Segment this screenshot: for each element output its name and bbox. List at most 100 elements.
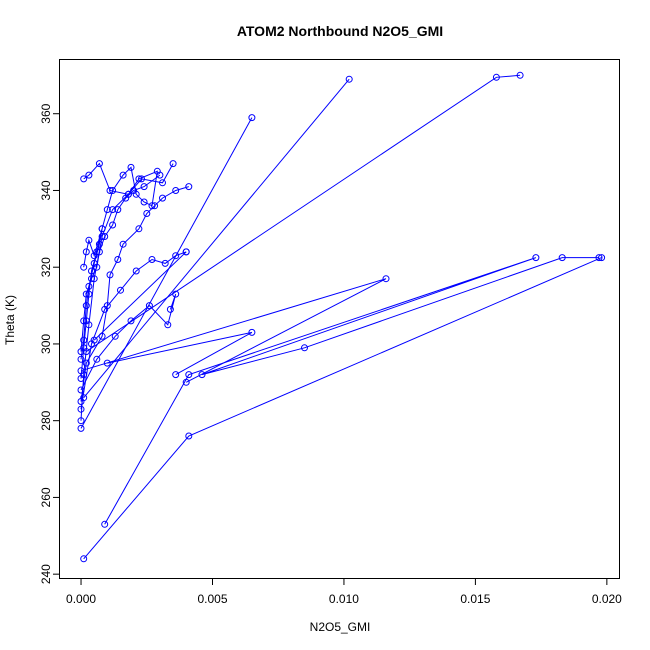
- data-point: [80, 336, 88, 344]
- data-point: [114, 206, 122, 214]
- series-line: [104, 257, 599, 525]
- data-point: [85, 236, 93, 244]
- data-point: [111, 332, 119, 340]
- data-point: [161, 259, 169, 267]
- data-point: [159, 194, 166, 202]
- series-line: [80, 293, 177, 391]
- data-point: [248, 328, 256, 336]
- data-point: [595, 254, 603, 262]
- data-point: [382, 275, 390, 283]
- x-tick-label: 0.000: [66, 592, 96, 606]
- data-point: [109, 221, 117, 229]
- data-point: [106, 187, 114, 194]
- data-point: [77, 355, 85, 363]
- data-point: [143, 210, 151, 217]
- data-point: [159, 179, 166, 187]
- series-layer: [77, 71, 606, 563]
- data-point: [130, 187, 138, 194]
- data-point: [80, 317, 88, 325]
- data-point: [185, 183, 193, 191]
- y-axis: 240 260 280 300 320 340 360: [39, 103, 60, 584]
- data-point: [106, 271, 114, 279]
- data-point: [101, 520, 109, 528]
- x-tick-label: 0.010: [329, 592, 359, 606]
- data-point: [77, 386, 85, 394]
- y-tick-label: 300: [39, 334, 53, 354]
- data-point: [185, 432, 193, 440]
- data-point: [77, 348, 85, 356]
- series-line: [93, 251, 187, 341]
- data-point: [182, 248, 190, 256]
- data-point: [95, 240, 103, 248]
- data-point: [85, 171, 93, 179]
- data-point: [80, 175, 88, 183]
- data-point: [101, 233, 109, 240]
- data-point: [77, 367, 85, 375]
- data-point: [95, 248, 103, 256]
- data-point: [109, 187, 117, 194]
- data-point: [90, 336, 98, 344]
- series-line: [80, 163, 174, 421]
- data-point: [185, 371, 193, 379]
- data-point: [90, 252, 98, 260]
- data-point: [127, 163, 135, 171]
- data-point: [82, 348, 90, 356]
- data-point: [172, 187, 180, 194]
- data-point: [156, 171, 164, 179]
- data-point: [169, 160, 177, 168]
- data-point: [80, 394, 88, 402]
- series-line: [80, 174, 161, 352]
- data-point: [95, 160, 103, 168]
- data-point: [77, 424, 85, 432]
- data-point: [135, 225, 143, 233]
- y-tick-label: 240: [39, 564, 53, 584]
- data-point: [77, 405, 85, 413]
- data-point: [145, 302, 153, 310]
- data-point: [198, 371, 206, 379]
- data-point: [122, 194, 130, 202]
- data-point: [164, 321, 172, 329]
- data-point: [103, 206, 111, 214]
- data-point: [80, 555, 88, 563]
- y-axis-label: Theta (K): [3, 295, 17, 345]
- data-point: [82, 248, 90, 256]
- x-axis: 0.000 0.005 0.010 0.015 0.020: [66, 578, 622, 606]
- data-point: [172, 371, 180, 379]
- data-point: [558, 254, 566, 262]
- data-point: [93, 355, 101, 363]
- data-point: [82, 359, 90, 367]
- data-point: [85, 282, 93, 290]
- data-point: [172, 252, 180, 260]
- data-point: [345, 75, 353, 83]
- plot-area: [59, 59, 620, 579]
- data-point: [127, 317, 135, 325]
- data-point: [117, 286, 124, 294]
- data-point: [140, 183, 148, 191]
- series-line: [80, 117, 253, 429]
- data-point: [598, 254, 606, 262]
- y-tick-label: 280: [39, 410, 53, 430]
- series-line: [83, 78, 350, 399]
- series-line: [86, 74, 521, 353]
- series-line: [80, 186, 189, 402]
- data-point: [119, 171, 127, 179]
- data-point: [248, 114, 256, 122]
- data-point: [532, 254, 540, 262]
- y-tick-label: 260: [39, 487, 53, 507]
- data-point: [80, 263, 88, 271]
- x-tick-label: 0.005: [197, 592, 227, 606]
- data-point: [135, 175, 143, 183]
- data-point: [109, 206, 117, 214]
- series-line: [80, 162, 158, 379]
- data-point: [77, 417, 85, 425]
- data-point: [114, 256, 122, 263]
- data-point: [148, 256, 156, 263]
- series-line: [83, 257, 602, 560]
- chart-title: ATOM2 Northbound N2O5_GMI: [237, 23, 443, 39]
- series-line: [80, 251, 187, 410]
- x-tick-label: 0.015: [460, 592, 490, 606]
- data-point: [140, 198, 148, 206]
- data-point: [77, 375, 85, 382]
- y-tick-label: 320: [39, 257, 53, 277]
